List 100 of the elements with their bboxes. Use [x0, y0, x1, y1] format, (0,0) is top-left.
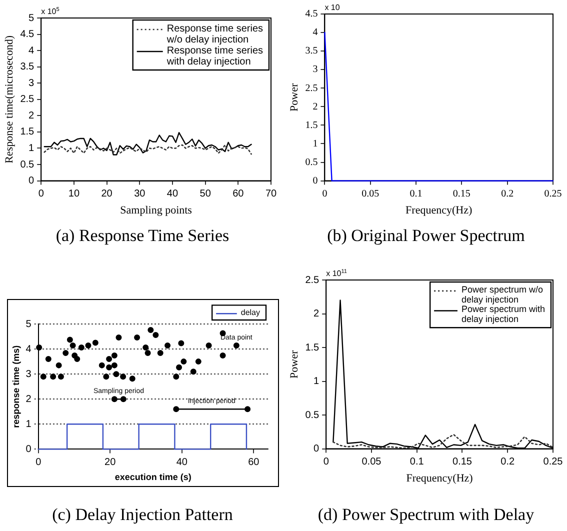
- point: [92, 340, 98, 346]
- point: [70, 342, 76, 349]
- x-tick-label: 10: [68, 188, 80, 200]
- y-tick-label: 0.5: [305, 156, 318, 168]
- y-tick-label: 2: [314, 308, 320, 320]
- text: (c) Delay Injection Pattern: [51, 505, 234, 525]
- y-tick-label: 2.5: [305, 82, 318, 94]
- x-tick-label: 20: [104, 456, 116, 468]
- point: [157, 350, 164, 356]
- y-tick-label: 2: [28, 110, 35, 122]
- text: (d) Power Spectrum with Delay: [316, 505, 536, 525]
- y-tick-label: 0.5: [20, 159, 35, 170]
- y-axis-title: response time (ms): [10, 345, 21, 428]
- x-tick-label: 0: [38, 188, 44, 200]
- point: [66, 336, 73, 343]
- legend-label: Power spectrum w/o delay injection: [461, 284, 544, 304]
- y-tick-label: 1: [314, 376, 320, 388]
- point: [50, 374, 56, 380]
- y-tick-label: 3: [28, 78, 35, 89]
- x-axis-title: Frequency(Hz): [406, 472, 474, 484]
- point: [195, 358, 202, 365]
- x-tick-label: 60: [232, 188, 244, 200]
- x-tick-label: 0.15: [452, 188, 470, 200]
- x-tick-label: 0.2: [500, 456, 516, 468]
- y-tick-label: 2: [26, 394, 32, 405]
- line-series: [44, 144, 252, 155]
- legend-label: Power spectrum with delay injection: [461, 304, 546, 324]
- y-tick-label: 4: [28, 45, 35, 56]
- x-axis-title: Frequency(Hz): [406, 204, 472, 216]
- x-tick-label: 40: [176, 456, 188, 468]
- point: [129, 376, 136, 382]
- point: [173, 374, 180, 380]
- line-series: [332, 434, 554, 449]
- x-tick-label: 0.2: [501, 188, 514, 200]
- point: [244, 406, 251, 412]
- point: [62, 350, 69, 356]
- x-tick-label: 70: [265, 188, 277, 200]
- y-tick-label: 4: [26, 344, 32, 355]
- point: [113, 371, 120, 378]
- point: [74, 356, 80, 362]
- x-tick-label: 50: [200, 188, 212, 200]
- point: [78, 344, 84, 351]
- legend-label: Response time series with delay injection: [166, 45, 264, 68]
- point: [106, 364, 112, 370]
- point: [111, 396, 118, 402]
- y-tick-label: 1.5: [305, 342, 320, 354]
- y-tick-label: 5: [26, 318, 32, 330]
- point: [40, 374, 46, 380]
- x-tick-label: 0.25: [543, 456, 564, 468]
- point: [164, 342, 171, 349]
- point: [120, 374, 126, 380]
- legend-label: delay: [240, 308, 260, 317]
- point: [190, 368, 196, 375]
- y-tick-label: 1: [312, 138, 318, 150]
- y-tick-label: 4.5: [20, 29, 35, 40]
- y-tick-label: 2.5: [20, 94, 35, 106]
- point: [152, 332, 159, 338]
- point: [173, 406, 180, 412]
- y-tick-label: 1.5: [305, 120, 318, 131]
- y-tick-label: 1: [26, 418, 32, 430]
- x-tick-label: 0: [323, 456, 330, 468]
- x-tick-label: 0.05: [362, 188, 380, 200]
- point: [85, 342, 92, 349]
- y-tick-label: 0: [26, 444, 32, 455]
- point: [36, 344, 42, 351]
- y-tick-label: 2.5: [305, 274, 320, 286]
- x-tick-label: 0: [36, 456, 42, 468]
- x-axis-title: Sampling points: [120, 204, 192, 216]
- point: [116, 334, 122, 341]
- y-tick-label: 0.5: [305, 410, 320, 421]
- point: [144, 350, 151, 356]
- y-tick-label: 0: [28, 176, 35, 187]
- point: [111, 352, 118, 359]
- x-tick-label: 20: [101, 188, 113, 200]
- point: [45, 356, 52, 362]
- point: [178, 340, 184, 346]
- x-tick-label: 0: [322, 188, 328, 200]
- x-tick-label: 0.1: [410, 188, 422, 200]
- point: [180, 358, 187, 365]
- point: [233, 342, 240, 349]
- x-axis-title: execution time (s): [114, 472, 192, 482]
- point: [103, 374, 110, 380]
- point: [148, 327, 154, 334]
- point: [111, 362, 118, 368]
- x-tick-label: 0.25: [544, 188, 562, 200]
- y-axis-title: Power: [288, 350, 300, 378]
- text: x 10: [324, 3, 340, 12]
- point: [106, 356, 112, 362]
- text: (b) Original Power Spectrum: [326, 226, 526, 246]
- y-axis-title: Response time(microsecond): [3, 35, 16, 164]
- y-tick-label: 3: [312, 64, 318, 76]
- x-tick-label: 30: [134, 188, 146, 200]
- point: [56, 362, 62, 368]
- point: [142, 344, 149, 351]
- point: [134, 334, 140, 341]
- point: [120, 396, 126, 402]
- point: [176, 364, 182, 370]
- text: (a) Response Time Series: [54, 226, 230, 246]
- point: [220, 352, 226, 359]
- x-tick-label: 0.15: [452, 456, 472, 468]
